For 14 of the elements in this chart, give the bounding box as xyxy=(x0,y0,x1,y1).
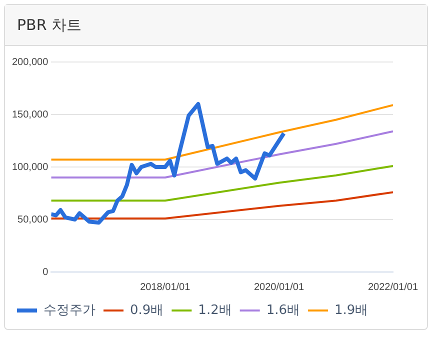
legend-label: 0.9배 xyxy=(130,302,164,318)
y-tick-label: 100,000 xyxy=(12,162,49,173)
legend-label: 1.6배 xyxy=(266,302,300,318)
y-tick-label: 50,000 xyxy=(18,214,49,226)
x-tick-label: 2022/01/01 xyxy=(368,282,418,293)
x-tick-label: 2020/01/01 xyxy=(254,282,304,293)
y-tick-label: 200,000 xyxy=(12,56,49,68)
legend-label: 1.9배 xyxy=(334,302,368,318)
x-tick-label: 2018/01/01 xyxy=(140,282,191,293)
y-tick-label: 0 xyxy=(42,266,49,278)
chart-title: PBR 차트 xyxy=(5,5,427,46)
legend-label: 1.2배 xyxy=(198,302,232,318)
legend-label: 수정주가 xyxy=(44,302,96,318)
y-tick-label: 150,000 xyxy=(12,109,49,120)
